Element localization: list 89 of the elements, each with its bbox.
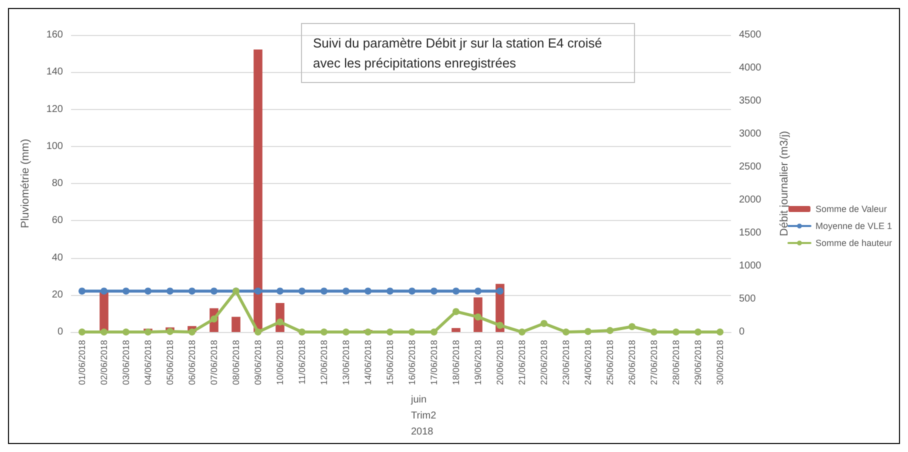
- x-tick-label: 16/06/2018: [407, 340, 417, 386]
- x-tick-label: 29/06/2018: [693, 340, 703, 386]
- text: 2018: [411, 426, 434, 438]
- point: [562, 328, 570, 336]
- point: [584, 328, 592, 335]
- x-tick-label: 28/06/2018: [671, 340, 681, 386]
- text: juin: [410, 394, 427, 406]
- point: [342, 328, 350, 336]
- y2-tick-label: 3500: [739, 96, 762, 106]
- point: [474, 313, 482, 320]
- x-tick-label: 30/06/2018: [715, 340, 725, 386]
- x-tick-label: 03/06/2018: [121, 340, 131, 386]
- x-tick-label: 12/06/2018: [319, 340, 329, 386]
- x-tick-label: 05/06/2018: [165, 340, 175, 386]
- y-tick-label: 100: [46, 140, 64, 152]
- point: [276, 318, 284, 326]
- y2-tick-label: 500: [739, 294, 756, 304]
- legend-label: Somme de hauteur: [815, 238, 892, 248]
- x-tick-label: 17/06/2018: [429, 340, 439, 386]
- y2-tick-label: 2000: [739, 194, 762, 206]
- y-tick-label: 120: [46, 104, 64, 115]
- bar: [254, 50, 262, 332]
- x-tick-label: 07/06/2018: [209, 340, 219, 386]
- x-tick-label: 24/06/2018: [583, 340, 593, 386]
- y2-tick-label: 3000: [739, 128, 762, 140]
- x-tick-label: 21/06/2018: [517, 340, 527, 386]
- x-tick-label: 02/06/2018: [99, 340, 109, 386]
- point: [408, 328, 416, 336]
- y-tick-label: 80: [52, 178, 64, 189]
- point: [496, 322, 504, 329]
- x-tick-label: 11/06/2018: [297, 340, 307, 384]
- y2-tick-label: 2500: [739, 162, 762, 172]
- x-tick-label: 27/06/2018: [649, 340, 659, 386]
- point: [364, 328, 372, 336]
- x-tick-label: 04/06/2018: [143, 340, 153, 386]
- point: [188, 328, 196, 336]
- point: [716, 328, 724, 336]
- x-tick-label: 26/06/2018: [627, 340, 637, 386]
- point: [606, 327, 614, 334]
- point: [628, 323, 636, 330]
- x-tick-label: 10/06/2018: [275, 340, 285, 386]
- y2-tick-label: 1500: [739, 228, 762, 238]
- y-tick-label: 160: [46, 30, 64, 40]
- y2-tick-label: 0: [739, 326, 745, 338]
- point: [122, 328, 130, 336]
- y-tick-label: 60: [52, 215, 64, 226]
- point: [100, 328, 108, 336]
- point: [144, 328, 152, 336]
- x-tick-label: 13/06/2018: [341, 340, 351, 386]
- y-tick-label: 40: [52, 252, 64, 264]
- point: [518, 328, 526, 336]
- y2-tick-label: 1000: [739, 260, 762, 272]
- text: Trim2: [410, 410, 437, 422]
- x-tick-label: 15/06/2018: [385, 340, 395, 386]
- x-tick-label: 14/06/2018: [363, 340, 373, 386]
- x-tick-label: 01/06/2018: [77, 340, 87, 386]
- x-tick-label: 19/06/2018: [473, 340, 483, 386]
- y-tick-label: 140: [46, 66, 64, 78]
- x-tick-label: 23/06/2018: [561, 340, 571, 386]
- point: [430, 328, 438, 336]
- point: [452, 308, 460, 316]
- x-tick-label: 18/06/2018: [451, 340, 461, 386]
- point: [650, 328, 658, 336]
- point: [254, 328, 262, 336]
- x-tick-label: 22/06/2018: [539, 340, 549, 386]
- point: [694, 328, 702, 336]
- bar: [232, 316, 240, 332]
- point: [540, 320, 548, 327]
- point: [78, 328, 86, 336]
- point: [320, 328, 328, 336]
- point: [166, 328, 174, 335]
- x-tick-label: 09/06/2018: [253, 340, 263, 386]
- legend-label: Moyenne de VLE 1: [815, 221, 892, 231]
- y-tick-label: 0: [57, 326, 64, 338]
- point: [672, 328, 680, 336]
- x-tick-label: 25/06/2018: [605, 340, 615, 386]
- legend-label: Somme de Valeur: [815, 204, 887, 214]
- y2-axis-title: Débit journalier (m3/j): [778, 130, 790, 236]
- x-tick-label: 08/06/2018: [231, 340, 241, 386]
- bar: [452, 328, 460, 332]
- y2-tick-label: 4500: [739, 30, 762, 40]
- y2-tick-label: 4000: [739, 62, 762, 74]
- x-tick-label: 06/06/2018: [187, 340, 197, 386]
- text: Suivi du paramètre Débit jr sur la station E4 croisé avec les précipitations enregistrées: [313, 36, 606, 70]
- point: [298, 328, 306, 336]
- y-tick-label: 20: [52, 289, 64, 300]
- point: [386, 328, 394, 336]
- x-tick-label: 20/06/2018: [495, 340, 505, 386]
- y-axis-title: Pluviométrie (mm): [20, 138, 32, 228]
